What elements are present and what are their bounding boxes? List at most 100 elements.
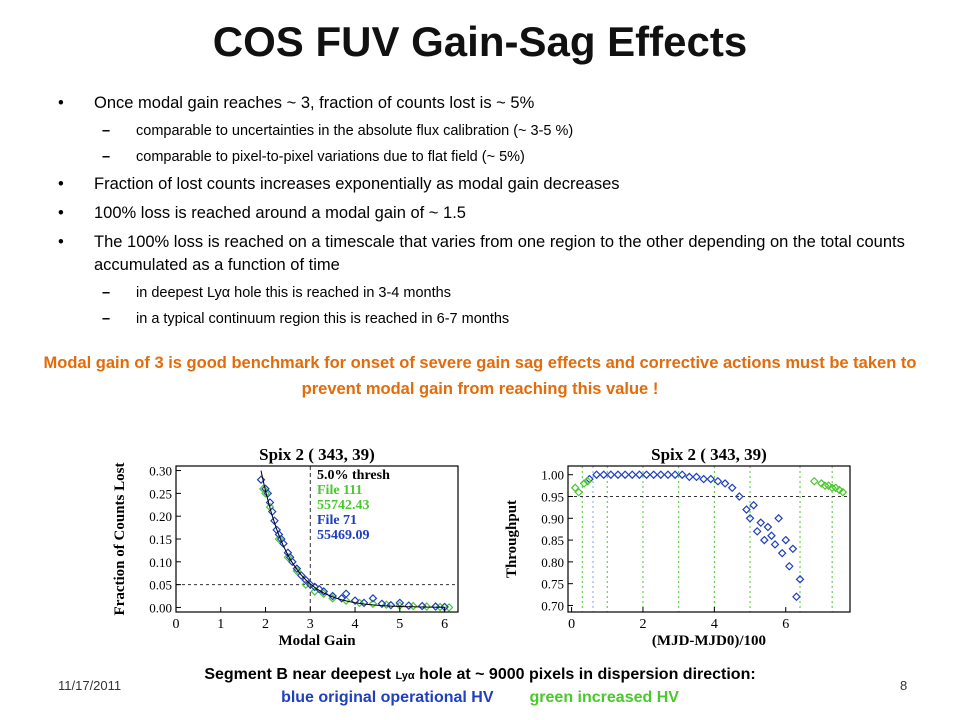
- data-point: [656, 470, 666, 480]
- data-point: [817, 479, 826, 488]
- slide-number: 8: [900, 678, 908, 693]
- data-point: [368, 593, 378, 603]
- y-tick-label: 0.70: [541, 598, 564, 613]
- sub-bullet-item: comparable to pixel-to-pixel variations …: [58, 147, 916, 167]
- data-point: [649, 470, 659, 480]
- data-point: [283, 552, 293, 562]
- x-tick-label: 4: [352, 617, 359, 632]
- bullet-item: Once modal gain reaches ~ 3, fraction of…: [58, 92, 916, 115]
- data-point: [270, 516, 279, 526]
- highlight-text: Modal gain of 3 is good benchmark for on…: [43, 354, 917, 398]
- y-tick-label: 0.10: [149, 555, 172, 570]
- chart-title: Spix 2 ( 343, 39): [259, 445, 375, 464]
- data-point: [713, 476, 723, 486]
- y-tick-label: 0.25: [149, 486, 172, 501]
- data-point: [606, 470, 616, 480]
- bullet-item: The 100% loss is reached on a timescale …: [58, 231, 916, 277]
- data-point: [642, 470, 651, 480]
- caption-text-a: Segment B near deepest: [204, 666, 396, 683]
- data-point: [749, 500, 758, 510]
- legend-entry: 55742.43: [317, 498, 370, 513]
- data-point: [677, 470, 687, 480]
- data-point: [767, 531, 776, 541]
- sub-bullet-item: in deepest Lyα hole this is reached in 3…: [58, 283, 916, 303]
- y-tick-label: 0.95: [541, 490, 564, 505]
- data-point: [685, 472, 694, 482]
- data-point: [359, 598, 369, 608]
- x-tick-label: 6: [441, 617, 448, 632]
- data-point: [350, 596, 360, 605]
- data-point: [386, 600, 396, 610]
- chart-title: Spix 2 ( 343, 39): [651, 445, 767, 464]
- fit-curve: [260, 470, 445, 608]
- y-tick-label: 0.90: [541, 511, 564, 526]
- data-point: [592, 470, 601, 480]
- data-point: [627, 470, 637, 480]
- y-tick-label: 0.75: [541, 577, 564, 592]
- x-tick-label: 0: [173, 617, 180, 632]
- gain-plot: Spix 2 ( 343, 39) 0 1 2 3 4 5 6 0.00 0.05 0.10 0.15…: [112, 440, 468, 658]
- data-point: [838, 487, 848, 497]
- data-point: [583, 476, 592, 486]
- data-point: [256, 475, 266, 485]
- y-tick-label: 0.00: [149, 600, 172, 615]
- throughput-plot: Spix 2 ( 343, 39) 0 2 4 6 0.70 0.75 0.80 0.85 0.9…: [504, 440, 860, 658]
- data-point: [827, 483, 837, 493]
- throughput-plot-svg: Spix 2 ( 343, 39) 0 2 4 6 0.70 0.75 0.80 0.85 0.9…: [504, 445, 851, 649]
- x-tick-label: 0: [568, 617, 575, 632]
- data-point: [745, 513, 755, 523]
- legend-entry: 5.0% thresh: [317, 468, 390, 483]
- data-point: [319, 587, 329, 596]
- data-point: [305, 580, 315, 589]
- data-point: [274, 534, 284, 544]
- gain-plot-svg: Spix 2 ( 343, 39) 0 1 2 3 4 5 6 0.00 0.05 0.10 0.15…: [112, 445, 459, 649]
- y-axis-label: Throughput: [504, 500, 520, 578]
- x-tick-label: 6: [782, 617, 789, 632]
- data-point: [727, 483, 737, 493]
- data-point: [809, 476, 819, 486]
- data-point: [759, 535, 769, 545]
- plot-frame: [567, 465, 851, 613]
- caption-line-2: blue original operational HV green increa…: [120, 687, 840, 709]
- x-tick-label: 1: [217, 617, 224, 632]
- x-axis-label: (MJD-MJD0)/100: [652, 633, 766, 649]
- caption-blue-label: blue original operational HV: [281, 689, 494, 706]
- x-tick-label: 4: [711, 617, 718, 632]
- y-tick-label: 0.20: [149, 509, 172, 524]
- x-tick-label: 5: [396, 617, 403, 632]
- data-point: [752, 527, 762, 536]
- slide-title: COS FUV Gain-Sag Effects: [212, 18, 748, 65]
- bullet-list: Once modal gain reaches ~ 3, fraction of…: [58, 92, 916, 335]
- data-point: [613, 470, 623, 480]
- data-point: [784, 561, 794, 571]
- data-point: [763, 522, 773, 532]
- data-point: [337, 593, 346, 603]
- data-point: [265, 498, 275, 507]
- data-point: [341, 589, 351, 599]
- data-point: [570, 483, 580, 493]
- data-point: [831, 483, 841, 493]
- data-point: [635, 470, 644, 480]
- bullet-item: 100% loss is reached around a modal gain…: [58, 202, 916, 225]
- figure-caption: Segment B near deepest Lyα hole at ~ 900…: [120, 664, 840, 709]
- data-point: [788, 544, 798, 554]
- data-point: [792, 592, 801, 602]
- data-point: [377, 599, 387, 609]
- data-point: [328, 591, 338, 601]
- sub-bullet-item: comparable to uncertainties in the absol…: [58, 121, 916, 141]
- y-tick-label: 0.05: [149, 578, 172, 593]
- data-point: [296, 571, 306, 580]
- bullet-item: Fraction of lost counts increases expone…: [58, 173, 916, 196]
- legend-entry: File 111: [317, 483, 363, 498]
- slide-date: 11/17/2011: [58, 678, 122, 693]
- caption-green-label: green increased HV: [529, 689, 679, 706]
- y-tick-label: 0.15: [149, 532, 172, 547]
- y-axis-label: Fraction of Counts Lost: [112, 463, 128, 616]
- y-tick-label: 0.85: [541, 533, 564, 548]
- data-point: [620, 470, 630, 480]
- data-point: [417, 601, 427, 611]
- data-point: [314, 584, 324, 594]
- y-tick-label: 1.00: [541, 468, 564, 483]
- data-point: [756, 518, 766, 528]
- data-point: [734, 492, 744, 501]
